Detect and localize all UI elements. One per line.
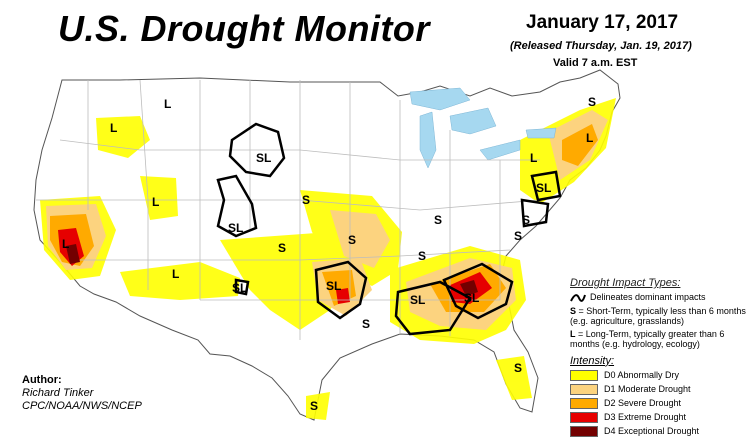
report-date: January 17, 2017 <box>526 12 679 33</box>
intensity-label: D0 Abnormally Dry <box>604 369 680 380</box>
map-label: S <box>310 399 318 413</box>
map-label: S <box>348 233 356 247</box>
intensity-swatch <box>570 369 598 381</box>
map-label: SL <box>326 279 341 293</box>
intensity-swatch <box>570 412 598 424</box>
map-label: SL <box>256 151 271 165</box>
intensity-level: D3 Extreme Drought <box>570 412 750 424</box>
map-label: SL <box>232 281 247 295</box>
legend: Drought Impact Types: Delineates dominan… <box>570 277 750 438</box>
map-label: S <box>514 229 522 243</box>
intensity-title: Intensity: <box>570 354 615 367</box>
legend-long-term: L = Long-Term, typically greater than 6 … <box>570 329 750 349</box>
intensity-label: D3 Extreme Drought <box>604 412 687 422</box>
author-name: Richard Tinker <box>22 387 94 399</box>
great-lakes <box>409 87 557 169</box>
s-text: = Short-Term, typically less than 6 mont… <box>570 305 746 326</box>
legend-short-term: S = Short-Term, typically less than 6 mo… <box>570 306 750 326</box>
map-label: S <box>434 213 442 227</box>
intensity-label: D1 Moderate Drought <box>604 383 691 394</box>
intensity-swatch <box>570 426 598 438</box>
map-labels: L L SL L SL S L S S L SL S S SL SL S L S… <box>62 95 596 413</box>
author-block: Author: Richard Tinker CPC/NOAA/NWS/NCEP <box>22 374 142 413</box>
l-text: = Long-Term, typically greater than 6 mo… <box>570 328 725 349</box>
release-note: (Released Thursday, Jan. 19, 2017) <box>510 40 692 52</box>
intensity-label: D4 Exceptional Drought <box>604 426 700 437</box>
valid-time: Valid 7 a.m. EST <box>553 57 638 69</box>
map-label: S <box>278 241 286 255</box>
map-label: SL <box>228 221 243 235</box>
map-label: S <box>522 213 530 227</box>
author-heading: Author: <box>22 374 62 386</box>
intensity-level: D0 Abnormally Dry <box>570 370 750 381</box>
map-label: L <box>586 131 593 145</box>
l-key: L <box>570 328 576 339</box>
intensity-swatch <box>570 398 598 409</box>
map-label: S <box>588 95 596 109</box>
map-label: SL <box>536 181 551 195</box>
legend-delineates: Delineates dominant impacts <box>570 292 750 303</box>
map-label: L <box>62 237 69 251</box>
map-label: L <box>164 97 171 111</box>
map-label: SL <box>464 291 479 305</box>
intensity-label: D2 Severe Drought <box>604 397 682 408</box>
map-label: S <box>362 317 370 331</box>
page-title: U.S. Drought Monitor <box>58 8 430 49</box>
state-lines <box>36 79 541 340</box>
map-label: S <box>302 193 310 207</box>
map-label: S <box>418 249 426 263</box>
map-label: L <box>152 195 159 209</box>
map-label: L <box>530 151 537 165</box>
impact-title: Drought Impact Types: <box>570 277 681 289</box>
map-label: L <box>172 267 179 281</box>
s-key: S <box>570 305 577 316</box>
map-label: L <box>110 121 117 135</box>
intensity-swatch <box>570 383 598 395</box>
delineate-curve-icon <box>570 293 586 302</box>
map-label: SL <box>410 293 425 307</box>
intensity-level: D1 Moderate Drought <box>570 384 750 395</box>
intensity-levels: D0 Abnormally Dry D1 Moderate Drought D2 S… <box>570 370 750 438</box>
impact-outlines <box>216 122 562 336</box>
d4-areas <box>66 244 478 296</box>
author-org: CPC/NOAA/NWS/NCEP <box>22 400 142 412</box>
intensity-level: D2 Severe Drought <box>570 398 750 409</box>
map-label: S <box>514 361 522 375</box>
delineates-label: Delineates dominant impacts <box>590 292 706 302</box>
intensity-level: D4 Exceptional Drought <box>570 426 750 438</box>
